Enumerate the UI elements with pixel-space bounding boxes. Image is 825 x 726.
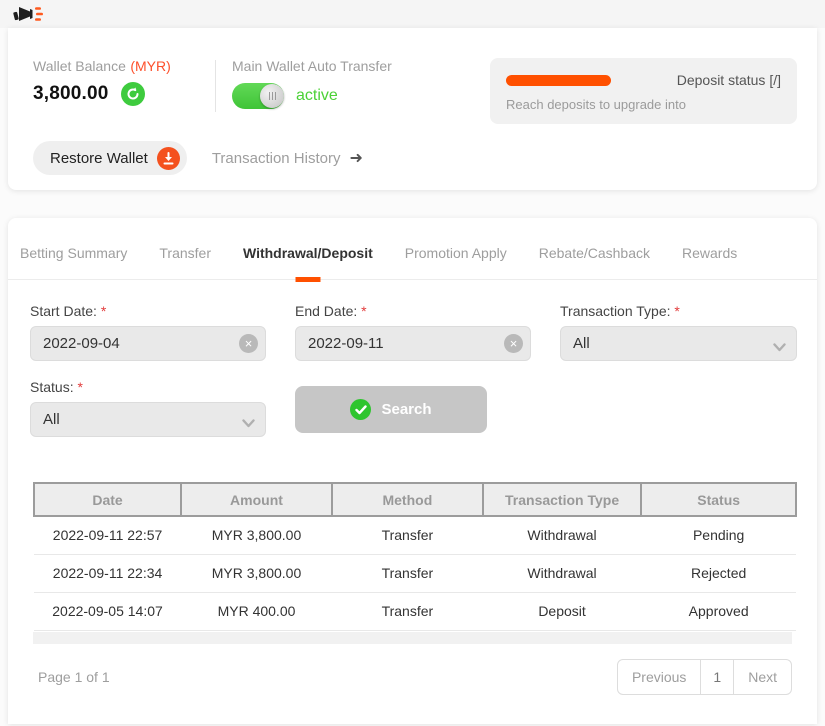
column-header: Amount [180,482,333,517]
status-label: Status: [30,379,74,395]
table-cell: Approved [641,592,796,631]
start-date-field: Start Date: * × [30,303,266,361]
megaphone-icon[interactable] [13,4,43,25]
previous-page-button[interactable]: Previous [616,658,702,695]
wallet-balance-value: 3,800.00 [33,83,109,104]
arrow-right-icon: ➜ [349,150,363,167]
required-asterisk: * [674,303,680,319]
table-cell: MYR 400.00 [181,592,332,631]
wallet-currency-label: (MYR) [130,58,171,74]
table-cell: Pending [641,516,796,555]
deposit-status-panel: Deposit status [/] Reach deposits to upg… [490,58,797,124]
page-number-button[interactable]: 1 [700,658,735,695]
wallet-card: Wallet Balance (MYR) 3,800.00 Main Walle… [8,28,817,190]
table-cell: Withdrawal [482,516,642,555]
end-date-label: End Date: [295,303,358,319]
table-cell: 2022-09-11 22:57 [34,516,182,555]
transactions-panel: Betting Summary Transfer Withdrawal/Deposi… [8,218,817,724]
auto-transfer-status: active [296,87,338,104]
restore-wallet-icon [156,146,180,170]
tab-promotion-apply[interactable]: Promotion Apply [404,245,507,261]
column-header: Method [330,482,484,517]
tab-withdrawal-deposit[interactable]: Withdrawal/Deposit [242,245,373,261]
column-header: Transaction Type [481,482,643,517]
deposit-status-label: Deposit status [/] [676,72,781,88]
table-cell: Transfer [331,592,483,631]
toggle-knob [260,84,284,108]
transaction-history-link[interactable]: Transaction History ➜ [212,148,363,168]
table-row: 2022-09-05 14:07 MYR 400.00 Transfer Deposi… [34,592,796,631]
transaction-type-label: Transaction Type: [560,303,671,319]
tab-rewards[interactable]: Rewards [682,245,738,261]
column-header: Status [640,482,797,517]
table-row: 2022-09-11 22:57 MYR 3,800.00 Transfer With… [34,516,796,555]
check-icon [350,399,372,420]
announcement-bar [0,0,825,28]
status-field: Status: * All [30,379,266,437]
tab-transfer[interactable]: Transfer [159,245,211,261]
auto-transfer-toggle[interactable] [232,83,284,109]
status-select[interactable]: All [30,402,266,437]
table-cell: Deposit [482,592,642,631]
chevron-down-icon [773,339,786,357]
pagination: Previous 1 Next [616,658,792,695]
end-date-field: End Date: * × [295,303,531,361]
table-cell: MYR 3,800.00 [181,516,332,555]
search-button[interactable]: Search [295,386,487,433]
start-date-label: Start Date: [30,303,97,319]
next-page-button[interactable]: Next [733,658,792,695]
end-date-input[interactable] [295,326,531,361]
restore-wallet-button[interactable]: Restore Wallet [33,141,187,175]
clear-end-date-icon[interactable]: × [504,334,523,353]
table-cell: MYR 3,800.00 [181,554,332,593]
clear-start-date-icon[interactable]: × [239,334,258,353]
table-cell: 2022-09-05 14:07 [34,592,182,631]
required-asterisk: * [100,303,107,319]
transaction-history-label: Transaction History [211,149,341,167]
table-cell: Rejected [641,554,796,593]
search-button-label: Search [381,401,432,418]
deposit-progress-bar [506,74,611,86]
divider [215,60,216,112]
refresh-balance-icon[interactable] [120,82,145,106]
transaction-type-field: Transaction Type: * All [560,303,797,361]
required-asterisk: * [77,379,83,395]
tab-betting-summary[interactable]: Betting Summary [20,245,128,261]
table-header-row: Date Amount Method Transaction Type Status [32,482,797,517]
column-header: Date [32,482,183,517]
table-cell: Transfer [331,516,483,555]
table-scrollbar-track[interactable] [33,631,792,644]
required-asterisk: * [361,303,367,319]
deposit-status-hint: Reach deposits to upgrade into [506,97,686,112]
chevron-down-icon [242,415,255,433]
page-info: Page 1 of 1 [38,668,110,685]
table-row: 2022-09-11 22:34 MYR 3,800.00 Transfer With… [34,554,796,593]
filter-form: Start Date: * × End Date: * × Transactio… [8,280,817,437]
table-cell: Transfer [331,554,483,593]
restore-wallet-label: Restore Wallet [50,149,148,167]
tab-rebate-cashback[interactable]: Rebate/Cashback [538,245,651,261]
transaction-type-select[interactable]: All [560,326,797,361]
auto-transfer-label: Main Wallet Auto Transfer [232,58,392,74]
tab-bar: Betting Summary Transfer Withdrawal/Deposi… [8,218,817,280]
start-date-input[interactable] [30,326,266,361]
table-cell: Withdrawal [482,554,642,593]
table-cell: 2022-09-11 22:34 [34,554,182,593]
transactions-table: Date Amount Method Transaction Type Status 2… [32,482,797,631]
wallet-balance-label: Wallet Balance [33,58,126,74]
